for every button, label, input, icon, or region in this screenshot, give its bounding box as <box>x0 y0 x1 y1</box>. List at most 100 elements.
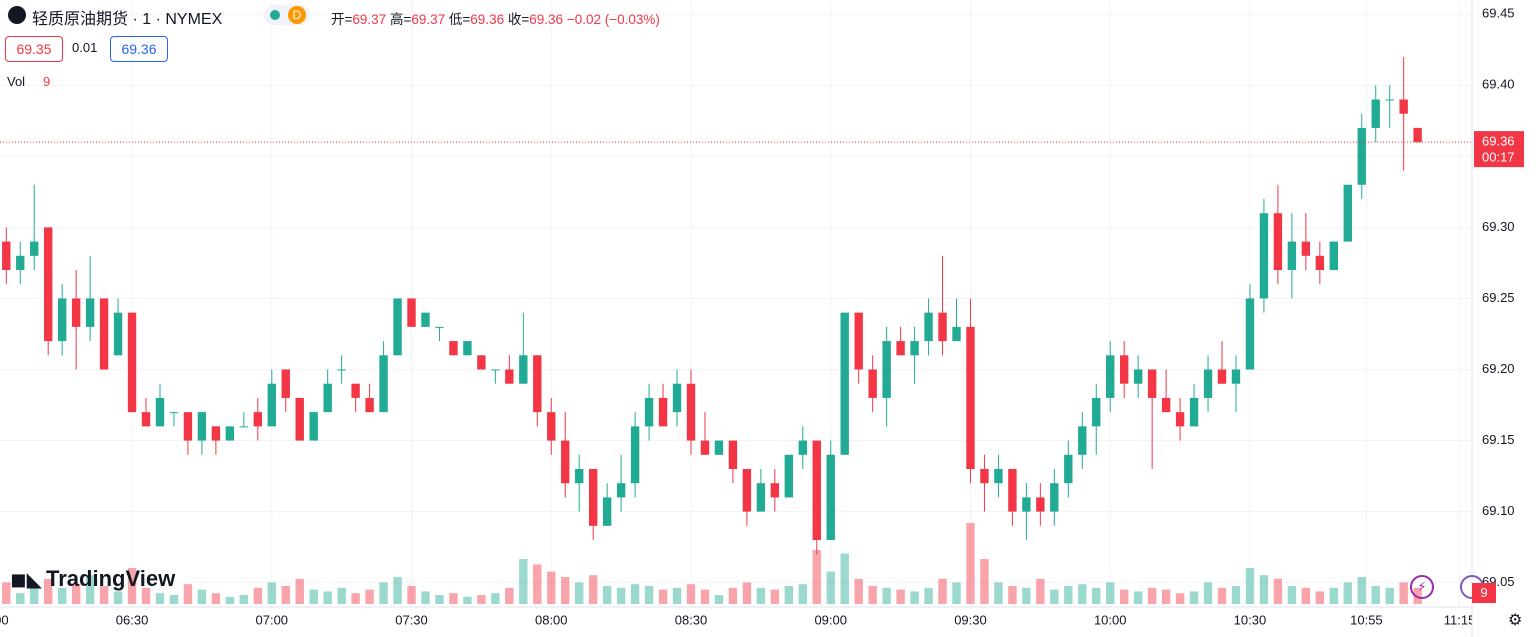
candle-body <box>547 412 556 441</box>
candle-body <box>1050 483 1059 512</box>
candle-body <box>1064 454 1073 484</box>
change-pct: (−0.03%) <box>604 12 660 27</box>
candle-body <box>742 468 752 512</box>
candle-body <box>1022 497 1031 512</box>
volume-bar <box>770 589 780 604</box>
volume-bar <box>211 593 221 604</box>
volume-bar <box>281 586 290 604</box>
volume-bar <box>952 582 961 604</box>
ohlc-value: 69.37 <box>352 12 387 27</box>
candle-body <box>44 227 53 342</box>
candle-body <box>1036 497 1045 512</box>
candle-body <box>1343 184 1352 242</box>
volume-bar <box>924 587 933 604</box>
x-tick-label: 08:00 <box>535 612 568 627</box>
volume-bar <box>127 568 137 604</box>
interval-badge: D <box>288 6 306 24</box>
volume-bar <box>994 582 1003 604</box>
ask-button[interactable]: 69.36 <box>110 36 168 62</box>
y-tick-label: 69.10 <box>1482 503 1515 518</box>
volume-bar <box>812 550 821 604</box>
settings-button[interactable]: ⚙ <box>1508 612 1523 629</box>
candle-body <box>980 468 989 484</box>
volume-bar <box>505 587 514 604</box>
volume-bar <box>686 584 696 604</box>
volume-bar <box>1092 587 1101 604</box>
ohlc-value: 69.37 <box>411 12 446 27</box>
volume-bar <box>365 589 374 604</box>
x-tick-label: 10:55 <box>1350 612 1383 627</box>
ohlc-label: 开= <box>331 12 353 27</box>
candle-body <box>85 298 95 327</box>
volume-bar <box>169 595 179 604</box>
flash-button[interactable]: ⚡ <box>1410 575 1434 599</box>
volume-bar <box>30 586 39 604</box>
volume-bar <box>225 596 235 604</box>
volume-bar <box>588 575 598 604</box>
bid-button[interactable]: 69.35 <box>5 36 63 62</box>
candle-body <box>812 440 821 541</box>
volume-bar <box>784 586 794 604</box>
candle-body <box>309 412 318 441</box>
candle-body <box>1329 241 1338 271</box>
status-pill[interactable]: D <box>264 5 310 25</box>
x-tick-label: 11:15 <box>1444 612 1476 627</box>
candle-body <box>169 412 179 414</box>
candle-body <box>1231 369 1241 384</box>
spread: 0.01 <box>72 40 98 55</box>
candle-body <box>2 241 11 271</box>
volume-bar <box>1008 586 1017 604</box>
volume-bar <box>575 582 584 604</box>
x-tick-label: 09:30 <box>954 612 987 627</box>
candle-body <box>351 383 360 398</box>
volume-bar <box>477 595 486 604</box>
volume-bar <box>267 582 276 604</box>
candle-body <box>239 426 249 428</box>
volume-bar <box>1064 586 1073 604</box>
x-tick-label: 08:30 <box>675 612 708 627</box>
candle-body <box>533 355 542 413</box>
candle-body <box>71 298 81 327</box>
volume-bar <box>1175 593 1185 604</box>
volume-bar <box>798 584 807 604</box>
candle-body <box>57 298 67 342</box>
volume-bar <box>1245 568 1255 604</box>
y-tick-label: 69.30 <box>1482 219 1515 234</box>
candle-body <box>1301 241 1311 256</box>
volume-bar <box>854 578 863 604</box>
candle-body <box>99 298 109 370</box>
candle-body <box>505 369 514 384</box>
volume-bar <box>840 553 849 604</box>
symbol-title[interactable]: 轻质原油期货 · 1 · NYMEX <box>32 11 223 28</box>
volume-bar <box>728 587 738 604</box>
volume-bar <box>1371 586 1380 604</box>
candle-body <box>924 312 933 342</box>
volume-bar <box>295 578 304 604</box>
candle-layer <box>2 56 1422 555</box>
volume-bar <box>519 559 528 604</box>
candle-body <box>225 426 235 441</box>
volume-bar <box>1203 582 1213 604</box>
volume-bar <box>1217 587 1227 604</box>
volume-bar <box>658 589 668 604</box>
candle-body <box>1273 213 1283 271</box>
logo[interactable]: ◼◣ TradingView <box>10 566 175 592</box>
volume-bar <box>1273 578 1283 604</box>
countdown-label: 00:17 <box>1482 150 1515 165</box>
volume-bar <box>1301 587 1311 604</box>
ohlc-legend: 开=69.37 高=69.37 低=69.36 收=69.36 −0.02 (−… <box>331 8 660 28</box>
candle-body <box>1106 355 1115 398</box>
volume-bar <box>197 589 207 604</box>
candle-body <box>1189 397 1199 427</box>
candle-body <box>1357 127 1366 185</box>
candle-body <box>882 341 891 398</box>
volume-bar <box>57 587 67 604</box>
ohlc-value: 69.36 <box>529 12 564 27</box>
volume-bar <box>672 587 682 604</box>
candle-body <box>561 440 570 484</box>
x-tick-label: 07:00 <box>256 612 289 627</box>
candle-body <box>463 341 472 356</box>
x-tick-label: 10:30 <box>1234 612 1267 627</box>
candle-body <box>854 312 863 370</box>
